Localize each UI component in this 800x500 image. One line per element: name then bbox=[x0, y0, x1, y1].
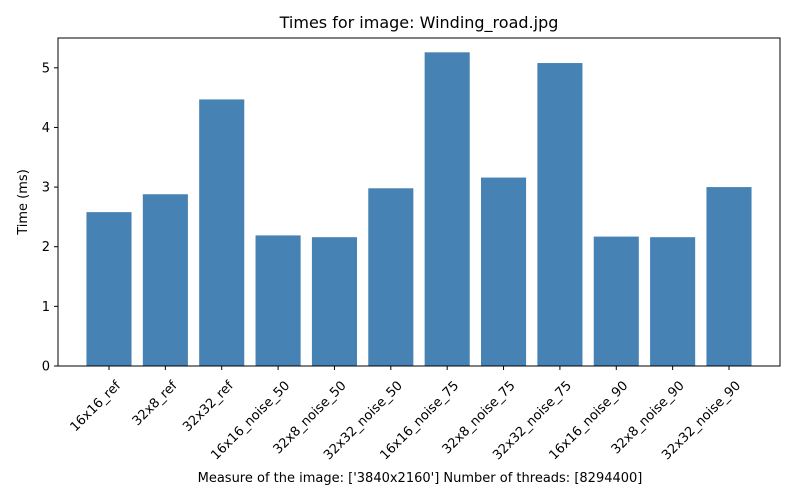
bar-16x16_noise_90 bbox=[593, 236, 639, 366]
y-tick-label: 4 bbox=[42, 121, 50, 136]
y-tick-label: 5 bbox=[42, 61, 50, 76]
bar-32x32_noise_50 bbox=[368, 188, 414, 366]
chart-title: Times for image: Winding_road.jpg bbox=[279, 13, 559, 33]
bars-group bbox=[86, 52, 752, 367]
plot-frame bbox=[57, 37, 781, 367]
y-axis-label: Time (ms) bbox=[16, 169, 31, 236]
y-tick-label: 2 bbox=[42, 240, 50, 255]
x-axis: 16x16_ref 32x8_ref 32x32_ref16x16_noise_50… bbox=[68, 366, 744, 463]
x-tick-label: 16x16_ref bbox=[68, 378, 125, 435]
bar-32x32_noise_90 bbox=[706, 187, 752, 366]
y-axis: 0 1 2 3 4 5 bbox=[42, 61, 58, 375]
y-tick-label: 1 bbox=[42, 300, 50, 315]
bar-32x32_noise_75 bbox=[537, 63, 583, 366]
x-tick-label: 32x32_ref bbox=[180, 378, 237, 435]
bar-32x8_noise_90 bbox=[650, 237, 696, 366]
bar-16x16_ref bbox=[86, 212, 132, 366]
bar-32x8_noise_75 bbox=[481, 177, 527, 366]
bar-32x8_ref bbox=[142, 194, 188, 366]
bar-32x8_noise_50 bbox=[311, 237, 357, 366]
bar-16x16_noise_75 bbox=[424, 52, 470, 366]
y-tick-label: 0 bbox=[42, 360, 50, 375]
bar-16x16_noise_50 bbox=[255, 235, 301, 366]
bar-32x32_ref bbox=[199, 99, 245, 367]
x-axis-label: Measure of the image: ['3840x2160'] Numb… bbox=[198, 471, 643, 486]
y-tick-label: 3 bbox=[42, 181, 50, 196]
x-tick-label: 32x8_ref bbox=[130, 378, 181, 429]
